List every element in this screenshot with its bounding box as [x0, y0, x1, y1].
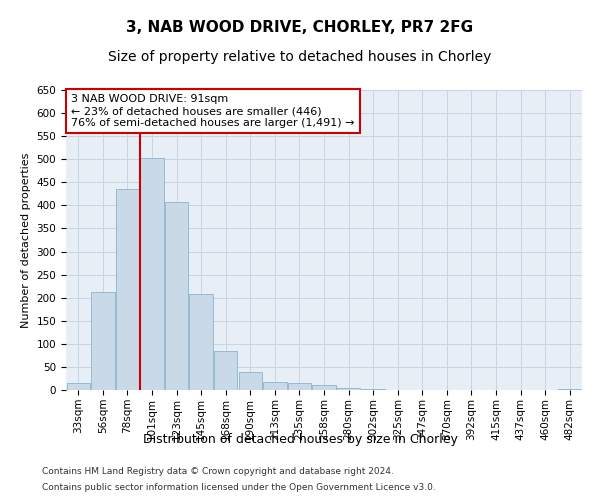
Text: 3 NAB WOOD DRIVE: 91sqm
← 23% of detached houses are smaller (446)
76% of semi-d: 3 NAB WOOD DRIVE: 91sqm ← 23% of detache… — [71, 94, 355, 128]
Bar — [140, 158, 164, 390]
Bar — [313, 386, 335, 390]
Bar — [214, 351, 238, 390]
Bar — [558, 388, 581, 390]
Bar — [239, 372, 262, 390]
Bar — [190, 294, 213, 390]
Text: 3, NAB WOOD DRIVE, CHORLEY, PR7 2FG: 3, NAB WOOD DRIVE, CHORLEY, PR7 2FG — [127, 20, 473, 35]
Bar — [67, 383, 90, 390]
Text: Distribution of detached houses by size in Chorley: Distribution of detached houses by size … — [143, 432, 457, 446]
Bar — [91, 292, 115, 390]
Bar — [361, 388, 385, 390]
Text: Contains HM Land Registry data © Crown copyright and database right 2024.: Contains HM Land Registry data © Crown c… — [42, 468, 394, 476]
Bar — [288, 383, 311, 390]
Bar — [337, 388, 360, 390]
Text: Contains public sector information licensed under the Open Government Licence v3: Contains public sector information licen… — [42, 482, 436, 492]
Bar — [263, 382, 287, 390]
Y-axis label: Number of detached properties: Number of detached properties — [21, 152, 31, 328]
Bar — [116, 189, 139, 390]
Text: Size of property relative to detached houses in Chorley: Size of property relative to detached ho… — [109, 50, 491, 64]
Bar — [165, 202, 188, 390]
